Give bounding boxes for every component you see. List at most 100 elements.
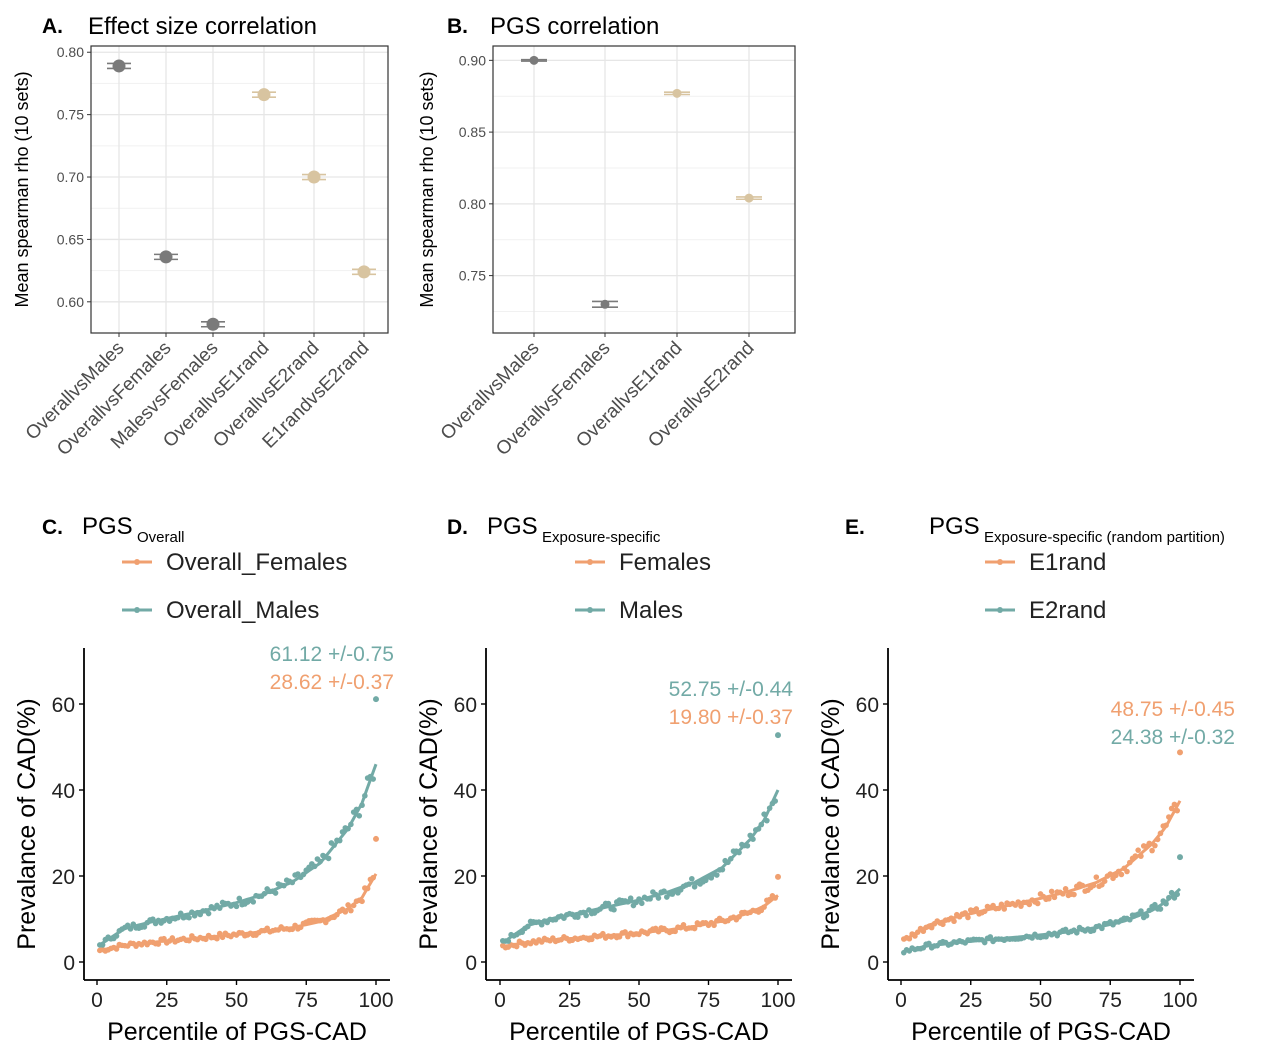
data-point	[708, 875, 715, 881]
data-point	[928, 924, 935, 931]
data-point	[257, 88, 271, 102]
data-point	[744, 193, 754, 203]
value-annotation: 24.38 +/-0.32	[1111, 726, 1235, 749]
data-point	[1034, 900, 1041, 907]
legend-label: Females	[619, 549, 711, 576]
plot-border	[90, 45, 389, 334]
data-point-top-percentile	[775, 732, 781, 739]
panel-d: D. PGS Exposure-specific Females Males 0 20 40 6…	[415, 513, 796, 1046]
x-axis-title: Percentile of PGS-CAD	[911, 1018, 1171, 1046]
data-point	[112, 59, 126, 73]
data-point	[1152, 901, 1158, 908]
data-point-top-percentile	[775, 873, 781, 880]
y-tick-label: 0.80	[459, 196, 486, 212]
y-tick-label: 60	[454, 694, 477, 717]
data-point	[529, 55, 539, 65]
x-tick-label: 25	[558, 989, 581, 1012]
data-point	[1135, 847, 1141, 853]
y-axis-title: Prevalance of CAD(%)	[817, 698, 845, 949]
legend-marker	[997, 607, 1003, 613]
y-tick-label: 0.85	[459, 124, 486, 140]
y-tick-label: 0	[867, 952, 879, 975]
panel-title-subscript: Exposure-specific (random partition)	[984, 529, 1225, 546]
y-tick-label: 0.70	[57, 169, 84, 185]
panel-a: 0.600.650.700.750.80OverallvsMalesOveral…	[12, 13, 389, 460]
data-point	[638, 900, 645, 907]
data-point	[1138, 908, 1144, 914]
legend-label: E2rand	[1029, 597, 1106, 624]
legend-marker	[134, 559, 140, 565]
data-point	[973, 906, 980, 912]
legend-marker	[587, 559, 593, 565]
panel-c: C. PGS Overall Overall_Females Overall_Males…	[13, 513, 394, 1046]
panel-letter: D.	[447, 516, 468, 539]
plot-border	[492, 45, 796, 334]
data-point	[250, 899, 257, 905]
trend-curve	[502, 894, 779, 948]
trend-curve	[903, 887, 1182, 953]
x-tick-label: 25	[959, 989, 982, 1012]
trend-curve	[99, 873, 378, 952]
data-point	[1048, 888, 1055, 895]
y-tick-label: 20	[454, 866, 477, 889]
panel-b: 0.750.800.850.90OverallvsMalesOverallvsF…	[417, 13, 796, 460]
value-annotation: 52.75 +/-0.44	[669, 678, 794, 701]
data-point	[600, 299, 610, 309]
y-tick-label: 0	[63, 952, 75, 975]
panel-letter: C.	[42, 516, 63, 539]
x-tick-label: 100	[358, 989, 393, 1012]
trend-curve	[903, 800, 1182, 942]
data-point-top-percentile	[1177, 749, 1183, 756]
y-tick-label: 40	[856, 780, 879, 803]
data-point	[1071, 891, 1077, 898]
value-annotation: 48.75 +/-0.45	[1111, 698, 1235, 721]
y-tick-label: 0.65	[57, 231, 84, 247]
y-axis-title: Mean spearman rho (10 sets)	[417, 71, 437, 307]
data-point	[611, 906, 617, 913]
data-point-top-percentile	[373, 835, 379, 842]
x-tick-label: 50	[627, 989, 650, 1012]
x-tick-label: 50	[225, 989, 248, 1012]
x-tick-label: 100	[760, 989, 795, 1012]
x-tick-label: 0	[91, 989, 103, 1012]
data-point	[1026, 901, 1033, 908]
x-tick-label: 75	[295, 989, 318, 1012]
plot-background	[493, 46, 795, 333]
legend-label: Males	[619, 597, 683, 624]
y-axis-title: Prevalance of CAD(%)	[415, 698, 443, 949]
value-annotation: 28.62 +/-0.37	[270, 671, 394, 694]
data-point	[272, 890, 279, 896]
data-point	[307, 170, 321, 184]
data-point	[714, 872, 720, 878]
trend-curve	[98, 763, 378, 947]
panel-title: Effect size correlation	[88, 13, 317, 40]
y-tick-label: 20	[856, 866, 879, 889]
panel-title: PGS	[487, 513, 538, 540]
y-tick-label: 0.90	[459, 52, 486, 68]
data-point	[655, 895, 662, 901]
data-point	[325, 855, 332, 862]
data-point-top-percentile	[373, 696, 379, 703]
data-point	[583, 912, 589, 919]
legend-marker	[997, 559, 1003, 565]
panel-title-subscript: Exposure-specific	[542, 529, 661, 546]
y-tick-label: 40	[52, 780, 75, 803]
data-point	[1124, 868, 1130, 875]
panel-title: PGS	[82, 513, 133, 540]
y-axis-title: Mean spearman rho (10 sets)	[12, 71, 32, 307]
panel-title: PGS correlation	[490, 13, 659, 40]
legend-label: Overall_Females	[166, 549, 347, 576]
y-tick-label: 60	[52, 694, 75, 717]
data-point	[1118, 871, 1125, 878]
x-tick-label: 50	[1029, 989, 1052, 1012]
y-tick-label: 0.75	[459, 268, 486, 284]
y-tick-label: 40	[454, 780, 477, 803]
plot-background	[91, 46, 388, 333]
value-annotation: 19.80 +/-0.37	[669, 706, 793, 729]
data-point	[627, 895, 634, 902]
y-tick-label: 0.60	[57, 294, 84, 310]
value-annotation: 61.12 +/-0.75	[270, 643, 394, 666]
data-point	[691, 884, 698, 890]
data-point	[141, 924, 148, 930]
